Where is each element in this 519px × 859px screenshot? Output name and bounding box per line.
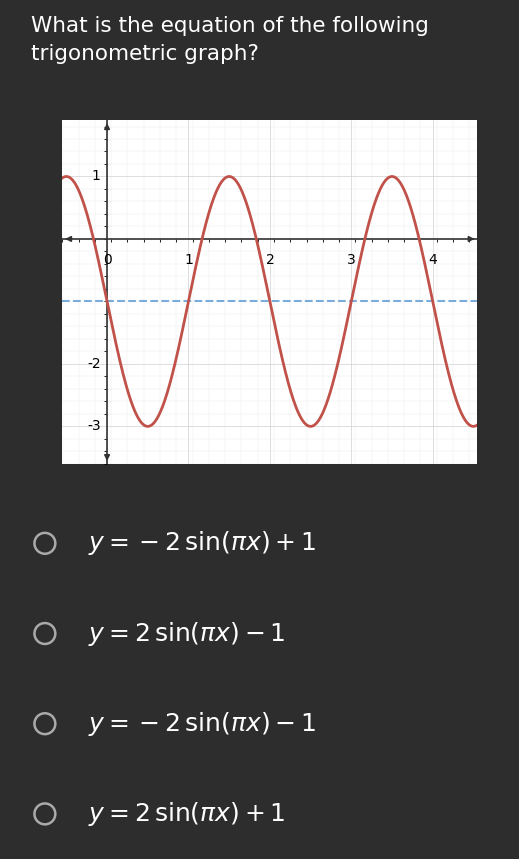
Text: 1: 1	[184, 253, 193, 267]
Text: -2: -2	[87, 356, 101, 371]
Text: 4: 4	[428, 253, 437, 267]
Text: 1: 1	[92, 169, 101, 184]
Text: $y = -2\,\sin(\pi x) - 1$: $y = -2\,\sin(\pi x) - 1$	[88, 710, 317, 738]
Text: $y = 2\,\sin(\pi x) - 1$: $y = 2\,\sin(\pi x) - 1$	[88, 619, 286, 648]
Text: What is the equation of the following
trigonometric graph?: What is the equation of the following tr…	[31, 16, 429, 64]
Text: 0: 0	[103, 253, 112, 267]
Text: 3: 3	[347, 253, 356, 267]
Text: -3: -3	[87, 419, 101, 434]
Text: 2: 2	[266, 253, 274, 267]
Text: $y = -2\,\sin(\pi x) + 1$: $y = -2\,\sin(\pi x) + 1$	[88, 529, 317, 557]
Text: $y = 2\,\sin(\pi x) + 1$: $y = 2\,\sin(\pi x) + 1$	[88, 800, 286, 828]
